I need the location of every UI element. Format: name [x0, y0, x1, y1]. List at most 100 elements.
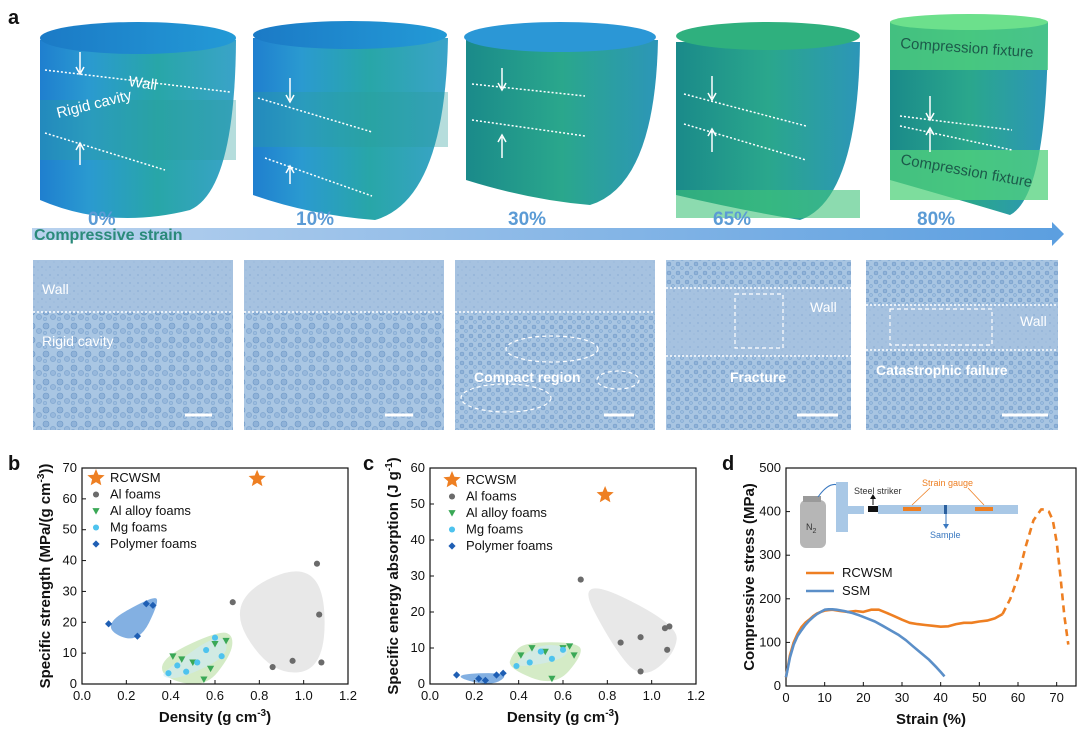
compressive-strain-arrow: Compressive strain: [32, 222, 1064, 246]
c-point-al-foams: [637, 634, 644, 641]
c-point-polymer-foams: [499, 669, 507, 677]
c-xlabel: Density (g cm-3): [507, 708, 619, 726]
c-xtick-label: 0.6: [554, 688, 572, 703]
c-point-al-foams: [577, 576, 584, 583]
micrograph-10pct: [244, 260, 444, 430]
b-legend-rcwsm: RCWSM: [110, 470, 161, 485]
cyl-wall-label: Wall: [127, 73, 158, 94]
c-legend-al-alloy-foams: Al alloy foams: [466, 505, 547, 520]
b-point-polymer-foams: [133, 632, 142, 640]
c-point-al-alloy-foams: [570, 652, 578, 659]
b-point-polymer-foams: [149, 601, 157, 609]
d-line-ssm: [784, 607, 946, 678]
b-region-mg-foams: [163, 638, 227, 679]
b-legend-marker-mg-foams: [92, 524, 100, 531]
d-xtick-label: 60: [1011, 690, 1025, 705]
b-ytick-label: 10: [63, 645, 77, 660]
n2-cylinder: [800, 500, 826, 548]
c-legend-marker-polymer-foams: [448, 542, 456, 550]
strain-label-2: 30%: [508, 209, 546, 230]
b-point-polymer-foams: [142, 600, 150, 608]
chart-specific-energy: c 0.0 0.2 0.4 0.6 0.8 1.0 1.2 0 10 20 30 40 50 60 RCW…: [363, 453, 705, 726]
b-legend-mg-foams: Mg foams: [110, 520, 168, 535]
d-line-rcwsm: [784, 608, 1004, 678]
b-ytick-label: 70: [63, 460, 77, 475]
b-legend-marker-rcwsm: [87, 469, 105, 486]
c-ylabel: Specific energy absorption (J g-1): [384, 457, 402, 694]
b-point-al-alloy-foams: [222, 637, 230, 645]
c-legend-rcwsm: RCWSM: [466, 472, 517, 487]
c-xtick-label: 1.0: [643, 688, 661, 703]
mic-catastrophic-label: Catastrophic failure: [876, 362, 1008, 378]
chart-stress-strain: d 0 10 20 30 40 50 60 70 0 100 200 300 400 500 RCWSM S…: [722, 453, 1077, 728]
b-point-al-alloy-foams: [200, 676, 208, 683]
c-legend-marker-mg-foams: [448, 526, 456, 533]
b-point-al-alloy-foams: [169, 653, 177, 660]
d-xtick-label: 50: [972, 690, 986, 705]
d-xtick-label: 0: [782, 690, 789, 705]
d-xtick-label: 10: [817, 690, 831, 705]
b-point-mg-foams: [203, 646, 210, 654]
c-ytick-label: 30: [411, 568, 425, 583]
b-legend-marker-polymer-foams: [92, 540, 100, 548]
b-point-mg-foams: [211, 634, 219, 641]
panel-label-c: c: [363, 453, 374, 475]
b-point-al-alloy-foams: [178, 656, 186, 663]
c-point-polymer-foams: [481, 676, 490, 684]
strain-label-1: 10%: [296, 209, 334, 230]
b-point-al-foams: [316, 611, 323, 618]
compressive-strain-label: Compressive strain: [34, 227, 183, 244]
c-legend-marker-rcwsm: [443, 471, 461, 488]
b-xtick-label: 1.0: [295, 688, 313, 703]
b-ytick-label: 60: [63, 491, 77, 506]
b-legend-al-foams: Al foams: [110, 487, 161, 502]
c-ytick-label: 60: [411, 460, 425, 475]
d-xtick-label: 20: [856, 690, 870, 705]
b-point-mg-foams: [165, 670, 172, 677]
c-point-mg-foams: [559, 646, 567, 653]
sample-label: Sample: [930, 530, 961, 540]
c-point-al-alloy-foams: [528, 645, 536, 652]
c-point-polymer-foams: [453, 671, 461, 679]
b-ytick-label: 40: [63, 553, 77, 568]
n2-label: N2: [806, 522, 817, 535]
micrograph-65pct: Wall Fracture: [666, 260, 851, 430]
c-ytick-label: 20: [411, 604, 425, 619]
d-ytick-label: 500: [759, 460, 781, 475]
c-point-mg-foams: [537, 648, 544, 655]
c-point-mg-foams: [548, 655, 555, 662]
c-point-al-foams: [637, 668, 644, 675]
panel-label-a: a: [8, 7, 20, 29]
c-ytick-label: 50: [411, 496, 425, 511]
b-point-mg-foams: [174, 662, 181, 669]
strain-label-0: 0%: [88, 209, 116, 230]
b-ytick-label: 0: [70, 676, 77, 691]
shpb-inset: N2 Steel striker Strain gauge Sample: [800, 478, 1018, 548]
b-xtick-label: 0.4: [162, 688, 180, 703]
c-xtick-label: 0.4: [510, 688, 528, 703]
b-point-al-foams: [269, 663, 276, 671]
d-legend-rcwsm: RCWSM: [842, 565, 893, 580]
mic-wall-label-5: Wall: [1020, 313, 1047, 329]
c-region-al-foams: [588, 588, 677, 673]
c-region-polymer-foams: [460, 673, 505, 684]
c-point-polymer-foams: [492, 671, 501, 679]
c-legend-al-foams: Al foams: [466, 489, 517, 504]
mic-compact-label: Compact region: [474, 369, 581, 385]
cylinder-10pct: [253, 21, 448, 220]
b-legend-polymer-foams: Polymer foams: [110, 536, 197, 551]
mic-cavity-label: Rigid cavity: [42, 333, 114, 349]
c-xtick-label: 0.8: [598, 688, 616, 703]
c-point-mg-foams: [513, 662, 520, 670]
b-legend-marker-al-foams: [92, 491, 100, 498]
c-point-al-alloy-foams: [548, 675, 556, 683]
d-ytick-label: 0: [774, 678, 781, 693]
b-ytick-label: 20: [63, 614, 77, 629]
b-ylabel: Specific strength (MPa/(g cm-3)): [36, 464, 54, 689]
b-xtick-label: 0.8: [250, 688, 268, 703]
b-xtick-label: 0.0: [73, 688, 91, 703]
strain-gauge-label: Strain gauge: [922, 478, 973, 488]
d-xlabel: Strain (%): [896, 711, 966, 728]
micrograph-30pct: Compact region: [455, 260, 655, 430]
c-xtick-label: 0.2: [465, 688, 483, 703]
